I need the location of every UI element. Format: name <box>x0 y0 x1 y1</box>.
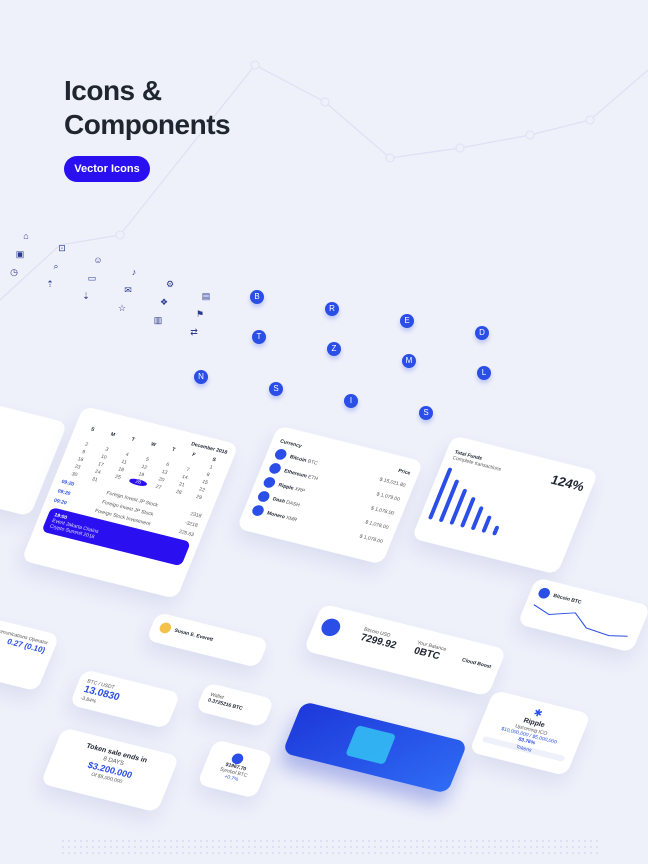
litecoin-icon: L <box>477 366 491 380</box>
bell-icon: ♪ <box>131 267 137 277</box>
currency-price: $ 1,078.00 <box>358 533 384 545</box>
coin-icon <box>250 504 266 518</box>
tether-icon: T <box>252 330 266 344</box>
currency-price: $ 1,078.00 <box>369 505 396 517</box>
clock-icon: ◷ <box>10 267 18 277</box>
currency-name: Monero <box>265 510 286 521</box>
exchange-icon: ⇄ <box>190 327 198 337</box>
mail-icon: ✉ <box>124 285 132 295</box>
currency-symbol: XRP <box>293 486 306 495</box>
currency-price: $ 1,078.00 <box>364 519 390 531</box>
upload-icon: ⇡ <box>46 279 54 289</box>
monero-icon: M <box>402 354 416 368</box>
chart-icon: ▤ <box>201 291 211 301</box>
gift-icon: ❖ <box>159 297 169 307</box>
dash-icon: D <box>475 326 489 340</box>
lock-icon: ⊡ <box>58 243 66 253</box>
search-icon: ⌕ <box>53 261 59 271</box>
cloud-boost-button[interactable]: Cloud Boost <box>460 657 493 671</box>
neo-icon: N <box>194 370 208 384</box>
coin-logo-icon <box>318 616 343 638</box>
ethereum-icon: E <box>400 314 414 328</box>
price-header[interactable]: Price <box>397 467 412 477</box>
currency-name: Ripple <box>277 482 295 492</box>
steem-icon: S <box>269 382 283 396</box>
home-icon: ⌂ <box>23 231 29 241</box>
btc-line-chart <box>533 604 628 637</box>
funds-bar <box>481 515 492 534</box>
currency-price: $ 15,021.80 <box>378 476 407 489</box>
bitcoin-icon: B <box>250 290 264 304</box>
event-value: 2318 <box>189 511 203 520</box>
currency-symbol: ETH <box>306 474 319 483</box>
funds-bar <box>470 506 484 531</box>
user-icon: ☺ <box>93 255 103 265</box>
funds-bar <box>491 525 500 536</box>
vector-icons-badge[interactable]: Vector Icons <box>64 156 150 182</box>
currency-header[interactable]: Currency <box>278 438 303 450</box>
currency-name: Ethereum <box>283 468 308 480</box>
avatar <box>157 621 173 635</box>
download-icon: ⇣ <box>82 291 90 301</box>
star-icon: ☆ <box>117 303 127 313</box>
currency-price: $ 1,079.00 <box>375 490 401 503</box>
wallet-icon: ▣ <box>15 249 25 259</box>
event-time: 09:20 <box>56 488 72 498</box>
trash-icon: ▥ <box>153 315 163 325</box>
settings-icon: ⚙ <box>165 279 175 289</box>
dot-pattern <box>60 838 600 858</box>
profile-name: Susan E. Everett <box>173 627 214 643</box>
currency-symbol: DASH <box>284 499 301 509</box>
bitcoin-chart-card: Bitcoin BTC <box>517 577 648 653</box>
stellar-icon: S <box>419 406 433 420</box>
page-title: Icons & Components <box>64 75 231 140</box>
card-icon: ▭ <box>87 273 97 283</box>
event-time: 09:20 <box>52 497 68 507</box>
currency-symbol: XMR <box>284 515 298 524</box>
funds-percent: 124% <box>548 471 587 495</box>
ripple-icon: R <box>325 302 339 316</box>
iota-icon: I <box>344 394 358 408</box>
coin-icon <box>261 475 277 489</box>
currency-name: Dash <box>271 496 286 505</box>
currency-symbol: BTC <box>306 458 319 467</box>
flag-icon: ⚑ <box>195 309 205 319</box>
cube-graphic <box>345 725 397 765</box>
coin-icon <box>273 447 289 461</box>
coin-icon <box>267 461 283 475</box>
zcash-icon: Z <box>327 342 341 356</box>
event-value: 225.63 <box>177 528 195 539</box>
currency-name: Bitcoin <box>288 454 308 464</box>
event-time: 09:20 <box>60 478 76 488</box>
event-value: -3218 <box>183 520 199 529</box>
coin-icon <box>256 490 272 503</box>
